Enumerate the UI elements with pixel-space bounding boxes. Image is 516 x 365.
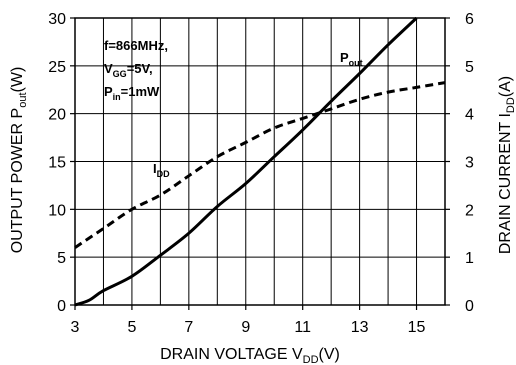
x-tick-label: 13 xyxy=(351,319,369,336)
conditions-annotation: f=866MHz, VGG=5V, Pin=1mW xyxy=(104,38,168,102)
condition-freq: f=866MHz, xyxy=(104,38,168,53)
y-right-tick-label: 1 xyxy=(465,250,474,267)
y-left-tick-label: 10 xyxy=(48,202,66,219)
x-axis-title: DRAIN VOLTAGE VDD(V) xyxy=(160,346,340,365)
y-right-tick-label: 0 xyxy=(465,298,474,315)
series-layer xyxy=(74,16,446,307)
y-left-tick-label: 15 xyxy=(48,155,66,172)
tick-labels: 3 5 7 9 11 13 15 0 5 10 15 20 25 30 0 1 2 3 4 5 6 xyxy=(48,11,474,336)
plot-frame xyxy=(70,17,450,310)
pout-curve-label: Pout xyxy=(340,50,363,68)
y-right-tick-label: 3 xyxy=(465,155,474,172)
y-left-tick-label: 20 xyxy=(48,107,66,124)
x-tick-label: 3 xyxy=(71,319,80,336)
condition-pin: Pin=1mW xyxy=(104,84,160,102)
x-tick-label: 15 xyxy=(408,319,426,336)
x-tick-label: 11 xyxy=(294,319,311,336)
y-right-axis-title: DRAIN CURRENT IDD(A) xyxy=(497,76,516,254)
y-left-tick-label: 25 xyxy=(48,59,66,76)
y-right-tick-label: 2 xyxy=(465,202,474,219)
y-left-tick-label: 5 xyxy=(57,250,66,267)
x-tick-label: 7 xyxy=(184,319,193,336)
idd-curve-label: IDD xyxy=(153,161,170,179)
y-left-tick-label: 30 xyxy=(48,11,66,28)
series-pout-line xyxy=(74,16,418,307)
condition-vgg: VGG=5V, xyxy=(104,61,153,79)
y-right-tick-label: 4 xyxy=(465,107,474,124)
y-right-tick-label: 5 xyxy=(465,59,474,76)
y-right-tick-label: 6 xyxy=(465,11,474,28)
y-left-tick-label: 0 xyxy=(57,298,66,315)
y-left-axis-title: OUTPUT POWER Pout(W) xyxy=(9,67,29,254)
x-tick-label: 5 xyxy=(127,319,136,336)
series-idd-line xyxy=(74,81,446,249)
grid xyxy=(75,18,445,305)
x-tick-label: 9 xyxy=(241,319,250,336)
